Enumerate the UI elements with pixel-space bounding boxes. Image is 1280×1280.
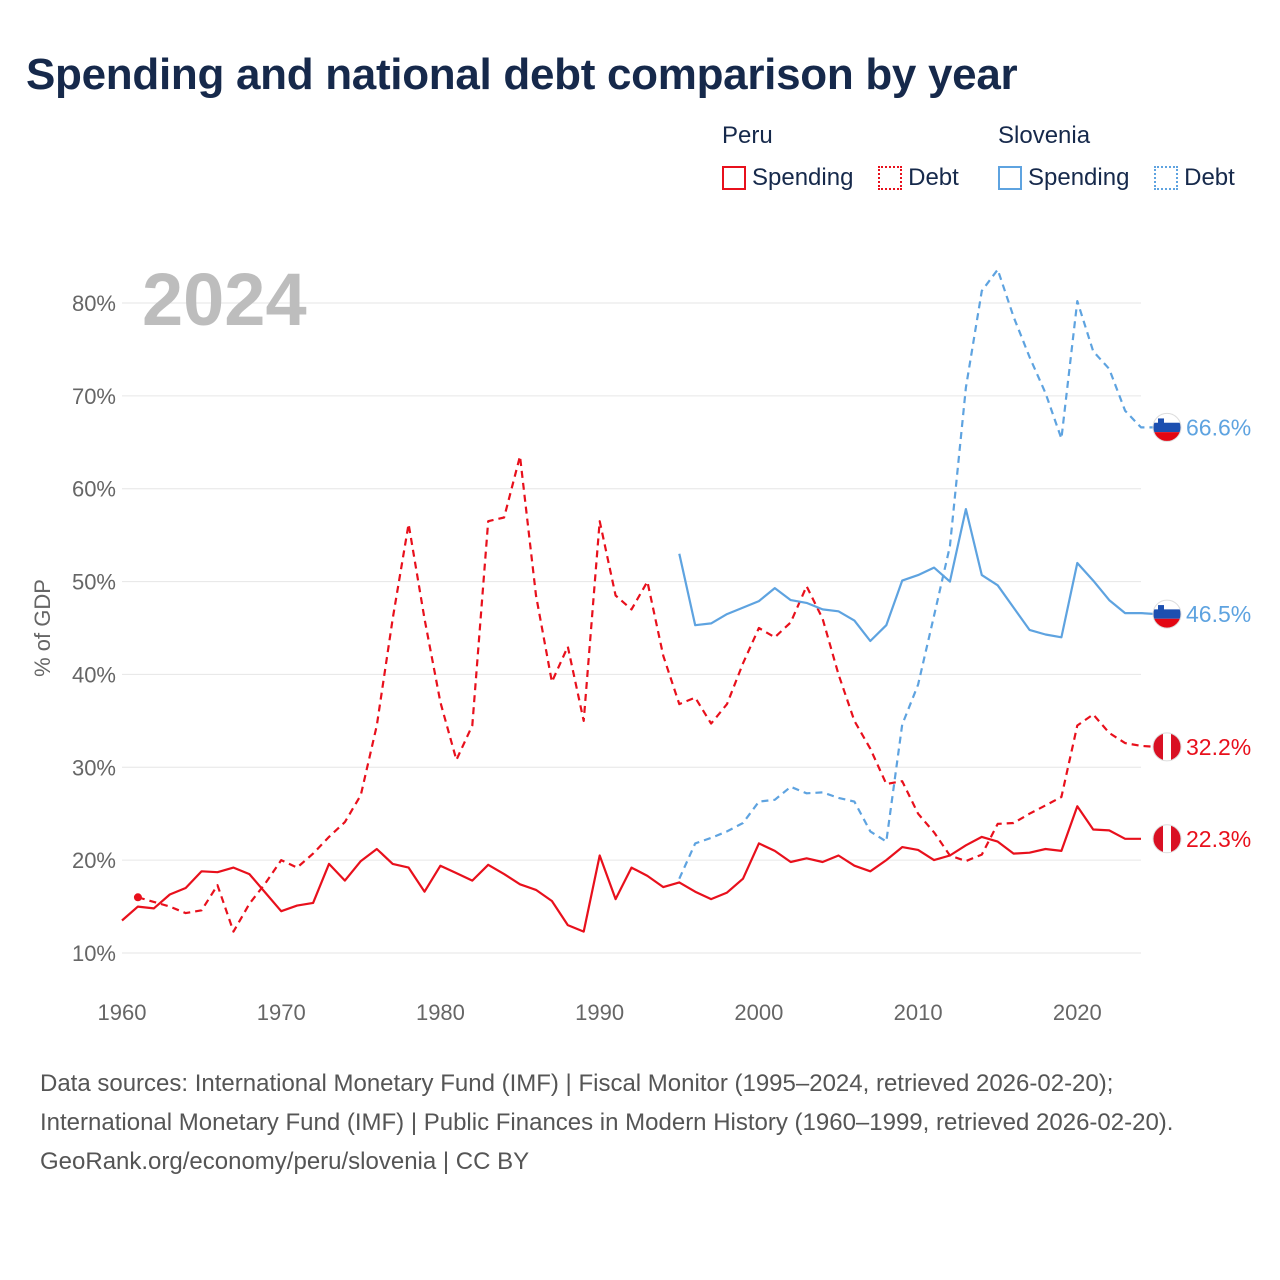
- legend-item-peru-debt[interactable]: Debt: [878, 164, 959, 192]
- flag-outline: [1152, 824, 1182, 854]
- data-sources: Data sources: International Monetary Fun…: [40, 1070, 1174, 1136]
- peru-flag-icon: [1153, 824, 1181, 853]
- line-chart: 10% 20% 30% 40% 50% 60% 70% 80% 1960 1970 1980 1990…: [30, 258, 1251, 1025]
- x-tick-label: 2020: [1053, 1000, 1102, 1025]
- legend-item-slovenia-spending[interactable]: Spending: [998, 164, 1129, 192]
- series-line-peru-spending: [121, 805, 1141, 933]
- slovenia-flag-icon: [1153, 413, 1181, 442]
- credit-link[interactable]: GeoRank.org/economy/peru/slovenia | CC B…: [40, 1148, 530, 1175]
- series-line-slovenia-debt: [678, 268, 1157, 880]
- y-tick-label: 60%: [72, 477, 116, 502]
- legend-swatch-dotted: [878, 166, 903, 190]
- x-tick-label: 1980: [416, 1000, 465, 1025]
- slovenia-flag-icon: [1153, 600, 1181, 629]
- legend-label: Spending: [1028, 164, 1130, 191]
- y-tick-label: 10%: [72, 941, 116, 966]
- legend-label: Debt: [908, 164, 959, 191]
- y-tick-label: 30%: [72, 755, 116, 780]
- year-watermark: 2024: [142, 258, 307, 341]
- y-tick-label: 20%: [72, 848, 116, 873]
- x-tick-label: 1990: [575, 1000, 624, 1025]
- series-line-peru-debt: [137, 455, 1157, 933]
- end-value-label: 66.6%: [1186, 414, 1251, 440]
- footer: Data sources: International Monetary Fun…: [40, 1064, 1240, 1181]
- chart-title: Spending and national debt comparison by…: [26, 50, 1018, 99]
- y-tick-label: 50%: [72, 570, 116, 595]
- legend-swatch-dotted: [1154, 166, 1179, 190]
- x-tick-label: 1960: [98, 1000, 147, 1025]
- flag-outline: [1152, 732, 1182, 762]
- legend-item-peru-spending[interactable]: Spending: [722, 164, 853, 192]
- x-tick-label: 1970: [257, 1000, 306, 1025]
- legend-swatch-solid: [722, 166, 746, 190]
- series-start-point: [133, 893, 142, 902]
- x-tick-label: 2000: [734, 1000, 783, 1025]
- series-line-slovenia-spending: [678, 508, 1157, 643]
- y-axis-label: % of GDP: [30, 579, 55, 677]
- legend-label: Spending: [752, 164, 854, 191]
- y-tick-label: 80%: [72, 291, 116, 316]
- legend-item-slovenia-debt[interactable]: Debt: [1154, 164, 1235, 192]
- end-value-label: 32.2%: [1186, 734, 1251, 760]
- legend-group-peru: Peru Spending Debt: [722, 122, 977, 197]
- peru-flag-icon: [1153, 732, 1181, 761]
- flag-outline: [1152, 412, 1182, 442]
- legend-group-title: Peru: [722, 122, 773, 149]
- y-tick-label: 40%: [72, 662, 116, 687]
- legend-group-title: Slovenia: [998, 122, 1091, 149]
- end-value-label: 22.3%: [1186, 826, 1251, 852]
- y-tick-label: 70%: [72, 384, 116, 409]
- legend-label: Debt: [1184, 164, 1235, 191]
- flag-outline: [1152, 599, 1182, 629]
- legend-swatch-solid: [998, 166, 1022, 190]
- legend-group-slovenia: Slovenia Spending Debt: [998, 122, 1235, 197]
- x-tick-label: 2010: [894, 1000, 943, 1025]
- end-value-label: 46.5%: [1186, 601, 1251, 627]
